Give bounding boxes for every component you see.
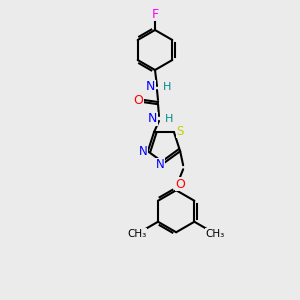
Text: O: O <box>133 94 143 106</box>
Text: CH₃: CH₃ <box>128 229 147 239</box>
Text: F: F <box>152 8 159 20</box>
Text: N: N <box>156 158 164 172</box>
Text: S: S <box>176 125 184 138</box>
Text: N: N <box>146 80 155 94</box>
Text: N: N <box>148 112 157 125</box>
Text: H: H <box>165 114 173 124</box>
Text: H: H <box>163 82 171 92</box>
Text: N: N <box>139 145 147 158</box>
Text: O: O <box>175 178 185 191</box>
Text: CH₃: CH₃ <box>206 229 225 239</box>
